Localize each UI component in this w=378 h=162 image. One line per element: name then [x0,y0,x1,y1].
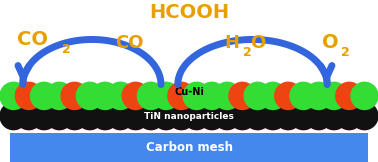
Ellipse shape [228,82,257,110]
Text: O: O [250,34,265,52]
Ellipse shape [91,102,119,130]
Text: CO: CO [17,30,48,49]
Ellipse shape [183,82,211,110]
Ellipse shape [152,102,180,130]
Ellipse shape [198,102,226,130]
Ellipse shape [91,82,119,110]
Ellipse shape [167,82,195,110]
Ellipse shape [305,102,333,130]
Ellipse shape [121,82,150,110]
Ellipse shape [350,102,378,130]
Text: TiN nanoparticles: TiN nanoparticles [144,112,234,121]
Ellipse shape [45,102,73,130]
Ellipse shape [121,102,150,130]
Ellipse shape [106,102,135,130]
Ellipse shape [243,102,272,130]
Ellipse shape [76,82,104,110]
Ellipse shape [167,102,195,130]
Ellipse shape [213,82,241,110]
Text: O: O [322,33,338,52]
Ellipse shape [243,82,272,110]
Text: 2: 2 [62,43,71,56]
Text: 2: 2 [243,46,252,59]
Ellipse shape [0,82,28,110]
Ellipse shape [183,102,211,130]
Text: 2: 2 [341,46,350,59]
Text: HCOOH: HCOOH [149,3,229,22]
Text: Carbon mesh: Carbon mesh [146,141,232,154]
Bar [10,133,368,162]
Ellipse shape [213,102,241,130]
Ellipse shape [60,82,89,110]
Ellipse shape [30,82,58,110]
Ellipse shape [320,82,348,110]
Ellipse shape [45,82,73,110]
Ellipse shape [76,102,104,130]
Ellipse shape [274,82,302,110]
Text: Cu-Ni: Cu-Ni [174,87,204,97]
Ellipse shape [350,82,378,110]
Ellipse shape [0,102,28,130]
Text: H: H [225,34,240,52]
Ellipse shape [137,82,165,110]
Ellipse shape [335,82,363,110]
Ellipse shape [137,102,165,130]
Ellipse shape [60,102,89,130]
Ellipse shape [289,102,318,130]
Ellipse shape [15,102,43,130]
Ellipse shape [335,102,363,130]
Ellipse shape [274,102,302,130]
Ellipse shape [259,82,287,110]
Ellipse shape [152,82,180,110]
Ellipse shape [30,102,58,130]
Ellipse shape [320,102,348,130]
Text: CO: CO [115,34,144,52]
Ellipse shape [289,82,318,110]
Ellipse shape [15,82,43,110]
Ellipse shape [305,82,333,110]
Ellipse shape [106,82,135,110]
Ellipse shape [259,102,287,130]
Ellipse shape [198,82,226,110]
Ellipse shape [228,102,257,130]
